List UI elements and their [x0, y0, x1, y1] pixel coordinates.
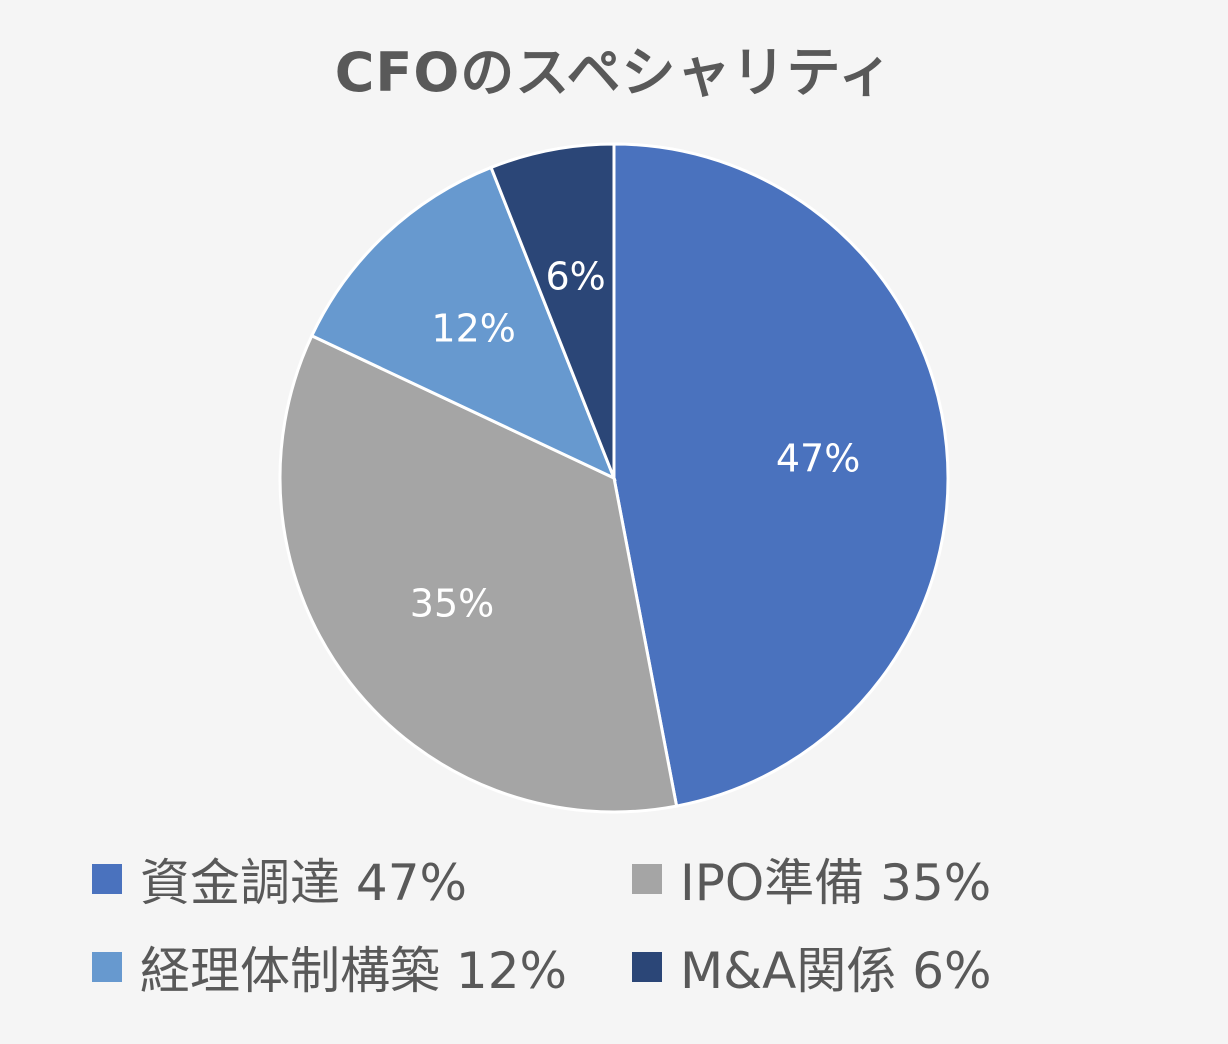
legend-label-ipo: IPO準備 35% — [680, 854, 992, 912]
legend-label-mna: M&A関係 6% — [680, 942, 992, 1000]
pie-slice-ipo — [278, 333, 679, 814]
slice-label-fundraising: 47% — [776, 437, 860, 481]
legend-item-mna: M&A関係 6% — [632, 934, 1152, 1000]
slice-label-ipo: 35% — [410, 582, 494, 626]
pie-slice-accounting — [309, 165, 617, 481]
slice-label-accounting: 12% — [431, 307, 515, 351]
pie-slice-fundraising — [612, 142, 950, 808]
legend-item-fundraising: 資金調達 47% — [92, 846, 632, 912]
chart-title: CFOのスペシャリティ — [334, 41, 894, 104]
legend-swatch-fundraising — [92, 864, 122, 894]
pie-slice-mna — [489, 142, 616, 479]
legend-swatch-accounting — [92, 952, 122, 982]
pie-slices — [278, 142, 950, 814]
legend-item-accounting: 経理体制構築 12% — [92, 934, 632, 1000]
legend: 資金調達 47% IPO準備 35% 経理体制構築 12% M&A関係 6% — [92, 846, 1152, 1000]
legend-swatch-mna — [632, 952, 662, 982]
pie-chart: 47% 35% 12% 6% — [278, 142, 950, 814]
pie-slice-labels: 47% 35% 12% 6% — [410, 255, 861, 626]
legend-item-ipo: IPO準備 35% — [632, 846, 1152, 912]
legend-label-accounting: 経理体制構築 12% — [140, 942, 568, 1000]
legend-label-fundraising: 資金調達 47% — [140, 854, 468, 912]
slice-label-mna: 6% — [545, 255, 605, 299]
legend-swatch-ipo — [632, 864, 662, 894]
